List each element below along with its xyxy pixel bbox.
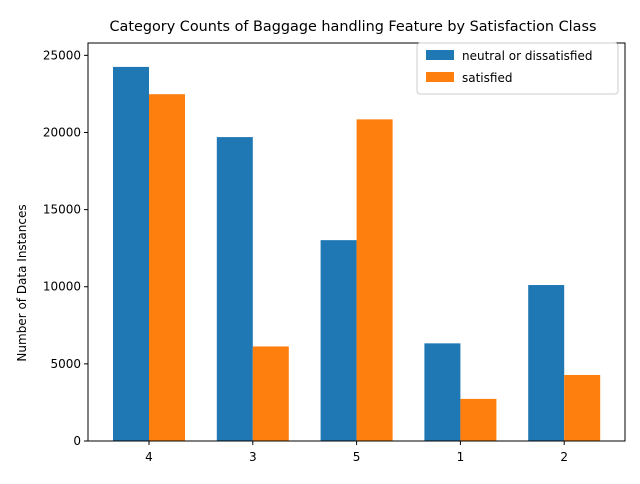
legend-swatch <box>426 50 454 60</box>
y-tick-label: 0 <box>73 434 81 448</box>
x-tick-label: 4 <box>145 450 153 464</box>
y-tick-label: 10000 <box>43 280 81 294</box>
legend: neutral or dissatisfied satisfied <box>416 42 619 95</box>
bar-series-1-4 <box>113 66 149 441</box>
bar-series-2-1 <box>460 398 497 441</box>
bar-series-1-5 <box>320 240 357 441</box>
bar-series-2-5 <box>356 119 393 441</box>
bar-series-1-2 <box>528 285 565 441</box>
legend-swatch <box>426 72 454 82</box>
legend-label: neutral or dissatisfied <box>462 49 592 63</box>
y-axis-label: Number of Data Instances <box>15 204 29 361</box>
y-tick-label: 25000 <box>43 48 81 62</box>
legend-label: satisfied <box>462 71 512 85</box>
x-tick-label: 3 <box>249 450 257 464</box>
y-tick-label: 15000 <box>43 203 81 217</box>
chart-title: Category Counts of Baggage handling Feat… <box>110 19 597 35</box>
plot-frame <box>87 42 626 442</box>
y-tick-label: 5000 <box>50 357 81 371</box>
bar-series-2-2 <box>564 374 601 441</box>
bar-series-2-3 <box>252 346 289 441</box>
bar-series-1-3 <box>216 137 253 441</box>
y-axis: 0 5000 10000 15000 20000 25000 <box>43 48 88 448</box>
bar-series-1-1 <box>424 343 461 441</box>
bar-series-2-4 <box>149 94 185 441</box>
y-tick-label: 20000 <box>43 125 81 139</box>
x-tick-label: 1 <box>457 450 465 464</box>
legend-box <box>416 42 619 95</box>
bars-group <box>113 66 601 441</box>
x-tick-label: 2 <box>560 450 568 464</box>
x-axis: 4 3 5 1 2 <box>145 441 568 464</box>
x-tick-label: 5 <box>353 450 361 464</box>
